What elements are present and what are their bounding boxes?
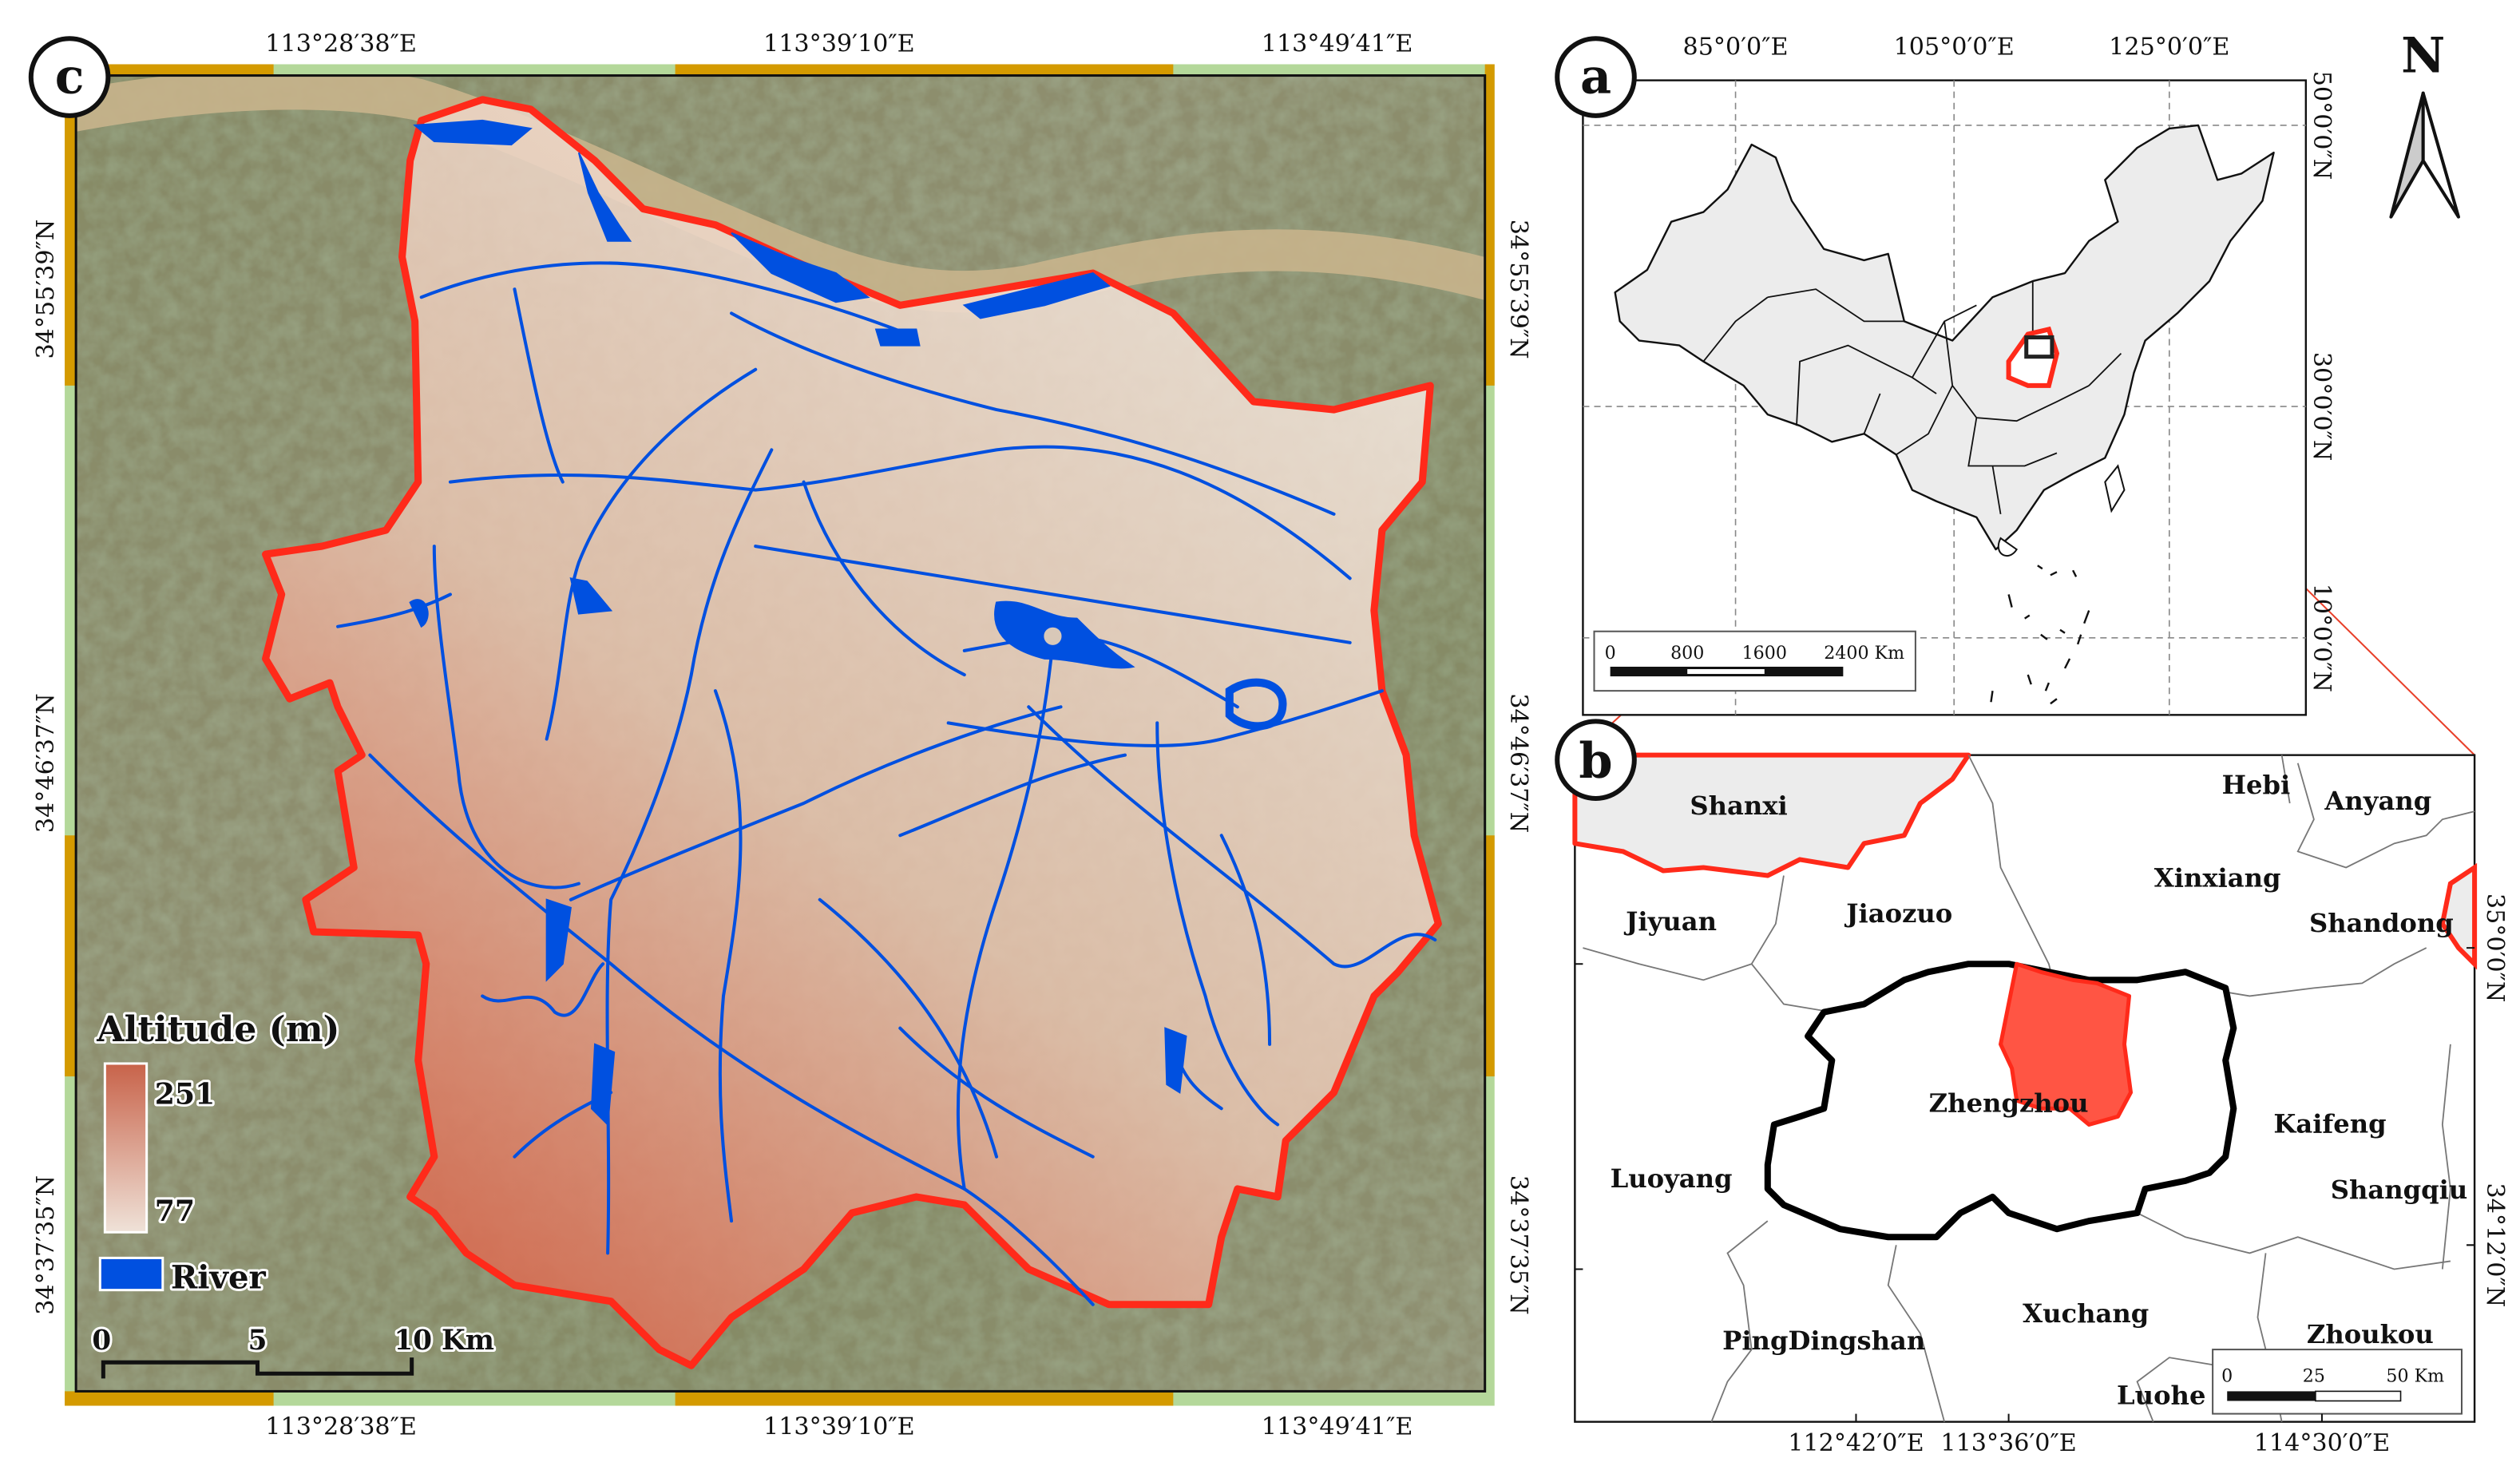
svg-text:a: a <box>1580 49 1611 105</box>
left-tick-3: 34°37′35″N <box>32 1175 60 1315</box>
shanxi-province <box>1572 752 1971 878</box>
altitude-color-ramp <box>103 1062 149 1234</box>
b-right-tick-1: 35°0′0″N <box>2481 893 2509 1002</box>
scale-bar-b: 0 25 50 Km <box>2212 1349 2463 1415</box>
legend-altitude-title: Altitude (m) <box>96 1008 339 1050</box>
scale-bar-a: 0 800 1600 2400 Km <box>1593 630 1916 692</box>
svg-text:50 Km: 50 Km <box>2386 1365 2444 1386</box>
svg-text:c: c <box>55 49 85 105</box>
b-bottom-tick-1: 112°42′0″E <box>1788 1429 1924 1457</box>
place-shangqiu: Shangqiu <box>2331 1175 2468 1205</box>
svg-text:0: 0 <box>1605 643 1616 664</box>
place-jiaozuo: Jiaozuo <box>1844 898 1952 929</box>
bottom-tick-3: 113°49′41″E <box>1262 1413 1413 1441</box>
a-top-tick-3: 125°0′0″E <box>2109 33 2229 61</box>
svg-text:800: 800 <box>1670 643 1704 664</box>
place-jiyuan: Jiyuan <box>1623 906 1717 937</box>
legend-river-label: River <box>171 1259 267 1297</box>
place-hebi: Hebi <box>2222 770 2291 800</box>
svg-text:1600: 1600 <box>1742 643 1787 664</box>
place-anyang: Anyang <box>2324 786 2431 816</box>
city-boundaries <box>1583 755 2475 1422</box>
panel-c-study-area-map: 113°28′38″E 113°39′10″E 113°49′41″E 113°… <box>28 30 1532 1441</box>
svg-text:5: 5 <box>248 1325 267 1357</box>
b-bottom-tick-2: 113°36′0″E <box>1940 1429 2076 1457</box>
b-right-tick-2: 34°12′0″N <box>2481 1183 2509 1308</box>
svg-text:0: 0 <box>2221 1365 2233 1386</box>
place-pingdingshan: PingDingshan <box>1722 1325 1925 1356</box>
panel-b-regional-map: Shanxi Hebi Anyang Xinxiang Jiyuan Jiaoz… <box>1555 719 2509 1457</box>
panel-a-china-map: 85°0′0″E 105°0′0″E 125°0′0″E 50°0′0″N 30… <box>1555 33 2336 716</box>
north-label: N <box>2401 28 2445 85</box>
zhengzhou-locator <box>2024 335 2054 359</box>
study-area-highlight <box>1999 961 2134 1127</box>
legend-river-swatch <box>98 1256 164 1292</box>
legend-altitude-min: 77 <box>155 1194 195 1228</box>
north-arrow: N <box>2389 28 2460 219</box>
china-outline <box>1614 124 2275 551</box>
south-china-sea-islands <box>1990 565 2090 705</box>
place-labels: Shanxi Hebi Anyang Xinxiang Jiyuan Jiaoz… <box>1611 770 2468 1411</box>
right-tick-2: 34°46′37″N <box>1504 693 1532 833</box>
place-kaifeng: Kaifeng <box>2273 1108 2386 1139</box>
a-top-tick-2: 105°0′0″E <box>1894 33 2015 61</box>
place-shandong: Shandong <box>2309 908 2454 938</box>
svg-text:25: 25 <box>2303 1365 2325 1386</box>
place-xinxiang: Xinxiang <box>2154 863 2281 893</box>
legend-altitude-max: 251 <box>155 1076 216 1111</box>
a-right-tick-1: 50°0′0″N <box>2308 71 2336 180</box>
left-tick-1: 34°55′39″N <box>32 220 60 359</box>
bottom-tick-1: 113°28′38″E <box>265 1413 417 1441</box>
svg-text:b: b <box>1579 733 1612 790</box>
top-tick-3: 113°49′41″E <box>1262 30 1413 57</box>
right-tick-3: 34°37′35″N <box>1504 1175 1532 1315</box>
svg-text:0: 0 <box>92 1325 111 1357</box>
legend: Altitude (m) 251 77 River <box>93 1006 342 1299</box>
panel-c-badge <box>28 36 111 118</box>
north-arrow-icon <box>2389 91 2460 219</box>
place-zhoukou: Zhoukou <box>2307 1319 2434 1349</box>
top-tick-1: 113°28′38″E <box>265 30 417 57</box>
place-shanxi: Shanxi <box>1690 790 1787 821</box>
place-xuchang: Xuchang <box>2023 1298 2149 1329</box>
panel-b-badge <box>1555 719 1637 801</box>
place-luohe: Luohe <box>2117 1381 2205 1411</box>
svg-text:2400 Km: 2400 Km <box>1824 643 1904 664</box>
top-tick-2: 113°39′10″E <box>763 30 915 57</box>
bottom-tick-2: 113°39′10″E <box>763 1413 915 1441</box>
place-luoyang: Luoyang <box>1611 1163 1733 1194</box>
right-tick-1: 34°55′39″N <box>1504 220 1532 359</box>
study-area-boundary <box>262 96 1442 1369</box>
place-zhengzhou: Zhengzhou <box>1929 1088 2089 1118</box>
scale-bar-c: 0 5 10 Km <box>89 1322 497 1379</box>
b-bottom-tick-3: 114°30′0″E <box>2254 1429 2390 1457</box>
river-network <box>336 119 1437 1306</box>
panel-a-badge <box>1555 36 1637 118</box>
left-tick-2: 34°46′37″N <box>32 693 60 833</box>
svg-text:10 Km: 10 Km <box>394 1325 494 1357</box>
a-right-tick-3: 10°0′0″N <box>2308 584 2336 692</box>
a-top-tick-1: 85°0′0″E <box>1683 33 1789 61</box>
a-right-tick-2: 30°0′0″N <box>2308 352 2336 461</box>
